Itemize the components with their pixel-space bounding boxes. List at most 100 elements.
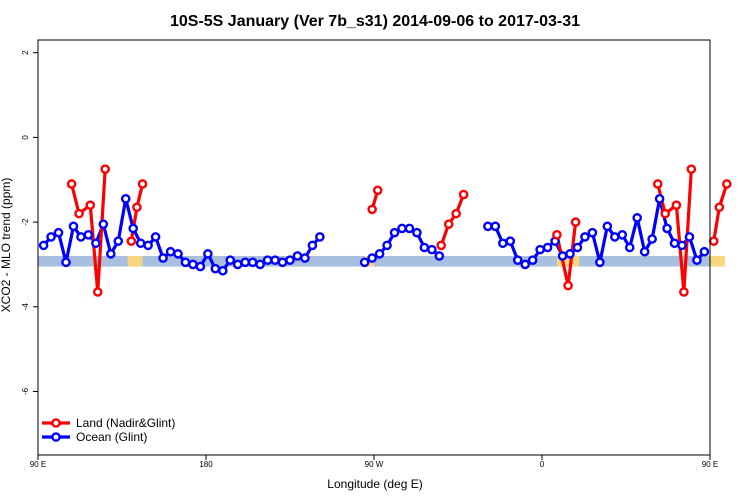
ocean-point-36 — [307, 240, 318, 251]
ocean-point-7 — [91, 238, 101, 249]
land-point-18 — [660, 208, 671, 219]
land-point-4 — [100, 164, 110, 174]
y-tick-label-4: -6 — [21, 387, 30, 395]
ocean-point-62 — [580, 232, 590, 242]
ocean-point-73 — [662, 223, 672, 234]
ocean-point-50 — [490, 221, 501, 232]
y-tick-label-1: 0 — [21, 135, 30, 140]
ocean-point-64 — [595, 257, 605, 268]
ocean-point-39 — [367, 253, 377, 263]
land-point-8 — [367, 204, 377, 215]
ocean-point-31 — [270, 255, 280, 266]
land-point-9 — [372, 185, 383, 196]
land-point-13 — [458, 189, 469, 200]
land-point-7 — [137, 179, 148, 189]
land-point-22 — [708, 236, 719, 246]
y-tick-label-2: -2 — [21, 218, 30, 226]
ocean-point-30 — [262, 255, 273, 266]
band-land-5 — [717, 255, 725, 267]
ocean-point-47 — [427, 244, 437, 255]
ocean-point-71 — [647, 234, 657, 244]
ocean-point-34 — [292, 251, 303, 261]
ocean-point-12 — [128, 223, 138, 234]
ocean-point-63 — [587, 227, 598, 238]
ocean-point-11 — [120, 194, 131, 204]
ocean-point-15 — [150, 232, 161, 242]
ocean-point-77 — [692, 255, 702, 266]
land-point-1 — [74, 208, 84, 219]
x-tick-label-2: 90 W — [365, 460, 384, 469]
series-points — [38, 164, 732, 297]
ocean-point-43 — [397, 223, 407, 234]
land-point-11 — [443, 219, 454, 230]
ocean-point-46 — [419, 242, 430, 253]
ocean-point-27 — [240, 257, 250, 268]
land-line-6 — [712, 183, 729, 242]
ocean-point-40 — [374, 249, 385, 259]
ocean-point-42 — [389, 227, 400, 238]
land-point-3 — [92, 287, 103, 297]
ocean-point-38 — [359, 257, 370, 268]
legend: Land (Nadir&Glint)Ocean (Glint) — [42, 416, 175, 444]
ocean-point-55 — [527, 255, 538, 266]
ocean-point-70 — [639, 246, 650, 257]
ocean-point-44 — [404, 223, 415, 234]
land-point-12 — [451, 208, 461, 219]
ocean-point-1 — [46, 232, 56, 242]
ocean-point-17 — [165, 246, 176, 257]
ocean-point-65 — [602, 221, 613, 232]
ocean-point-4 — [68, 221, 79, 232]
ocean-point-78 — [699, 246, 710, 257]
x-tick-label-1: 180 — [199, 460, 213, 469]
ocean-point-2 — [53, 227, 64, 238]
x-axis-label: Longitude (deg E) — [327, 477, 422, 491]
y-tick-label-3: -4 — [21, 303, 30, 311]
ocean-point-72 — [654, 194, 665, 204]
ocean-point-37 — [315, 232, 325, 242]
band-land-3 — [556, 255, 580, 267]
ocean-point-60 — [565, 249, 575, 259]
legend-marker-0 — [51, 418, 61, 428]
x-axis: 90 E 180 90 W 0 90 E — [30, 455, 718, 469]
ocean-point-25 — [225, 255, 236, 266]
ocean-point-49 — [483, 221, 493, 232]
band-land-4 — [710, 255, 718, 267]
land-line-3 — [439, 193, 466, 246]
ocean-point-21 — [195, 261, 206, 272]
land-point-0 — [66, 179, 77, 189]
ocean-point-56 — [535, 244, 545, 255]
ocean-point-53 — [512, 255, 523, 266]
ocean-point-28 — [247, 257, 258, 268]
land-point-23 — [714, 202, 725, 213]
ocean-point-61 — [572, 242, 583, 253]
legend-label-1: Ocean (Glint) — [76, 430, 147, 444]
land-point-15 — [563, 280, 573, 291]
ocean-point-0 — [38, 240, 49, 251]
y-axis-label: XCO2 - MLO trend (ppm) — [0, 178, 13, 313]
ocean-point-41 — [382, 240, 392, 251]
legend-marker-1 — [51, 432, 61, 442]
land-point-17 — [652, 179, 663, 189]
x-tick-label-0: 90 E — [30, 460, 46, 469]
ocean-point-32 — [277, 257, 288, 268]
ocean-point-8 — [98, 219, 109, 230]
ocean-point-74 — [669, 238, 680, 249]
ocean-point-67 — [617, 229, 628, 240]
ocean-point-35 — [300, 253, 310, 263]
ocean-point-29 — [255, 259, 265, 270]
y-axis: 2 0 -2 -4 -6 — [21, 50, 38, 395]
ocean-point-48 — [434, 251, 445, 261]
ocean-point-5 — [76, 232, 86, 242]
land-point-2 — [85, 200, 96, 210]
land-point-16 — [570, 217, 581, 227]
ocean-point-26 — [232, 259, 243, 270]
y-tick-label-0: 2 — [21, 50, 30, 55]
ocean-point-66 — [610, 232, 620, 242]
ocean-point-52 — [505, 236, 516, 246]
chart-title: 10S-5S January (Ver 7b_s31) 2014-09-06 t… — [170, 13, 580, 30]
band-land-1 — [135, 255, 143, 267]
ocean-point-18 — [173, 249, 183, 259]
x-tick-label-3: 0 — [540, 460, 545, 469]
ocean-point-33 — [285, 255, 295, 266]
